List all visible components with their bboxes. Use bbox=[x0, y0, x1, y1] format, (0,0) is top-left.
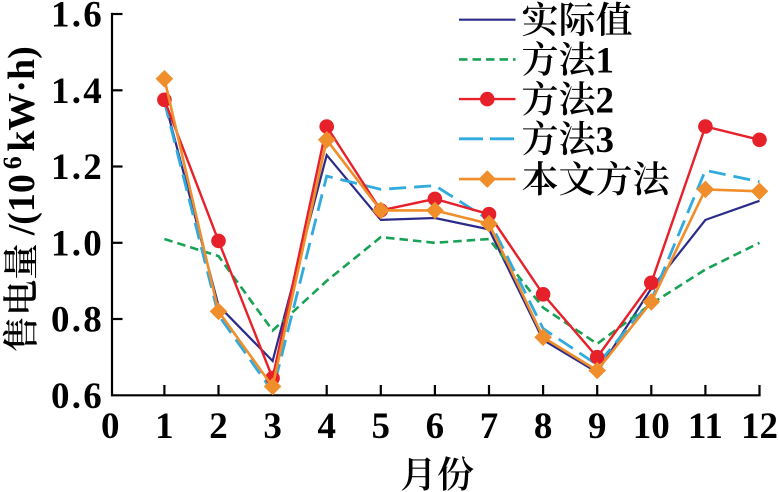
svg-text:3: 3 bbox=[263, 406, 282, 447]
svg-text:1: 1 bbox=[155, 406, 174, 447]
svg-text:6: 6 bbox=[426, 406, 445, 447]
svg-text:10: 10 bbox=[633, 406, 670, 447]
svg-text:5: 5 bbox=[372, 406, 391, 447]
svg-text:2: 2 bbox=[209, 406, 228, 447]
svg-text:1.2: 1.2 bbox=[51, 147, 104, 188]
svg-text:4: 4 bbox=[317, 406, 336, 447]
svg-text:2: 2 bbox=[596, 80, 615, 121]
svg-text:12: 12 bbox=[741, 406, 778, 447]
svg-text:1.0: 1.0 bbox=[51, 224, 104, 265]
svg-text:6: 6 bbox=[0, 156, 27, 169]
svg-text:kW·h): kW·h) bbox=[1, 46, 43, 152]
svg-text:0.6: 0.6 bbox=[51, 376, 104, 417]
svg-text:1: 1 bbox=[596, 41, 615, 82]
svg-text:7: 7 bbox=[480, 406, 499, 447]
svg-text:3: 3 bbox=[596, 120, 615, 161]
svg-text:8: 8 bbox=[534, 406, 553, 447]
svg-text:1.6: 1.6 bbox=[51, 0, 104, 36]
svg-text:9: 9 bbox=[588, 406, 607, 447]
svg-text:/(10: /(10 bbox=[1, 174, 43, 236]
svg-text:1.4: 1.4 bbox=[51, 71, 104, 112]
svg-text:0.8: 0.8 bbox=[51, 300, 104, 341]
svg-text:0: 0 bbox=[101, 406, 120, 447]
svg-text:11: 11 bbox=[688, 406, 723, 447]
